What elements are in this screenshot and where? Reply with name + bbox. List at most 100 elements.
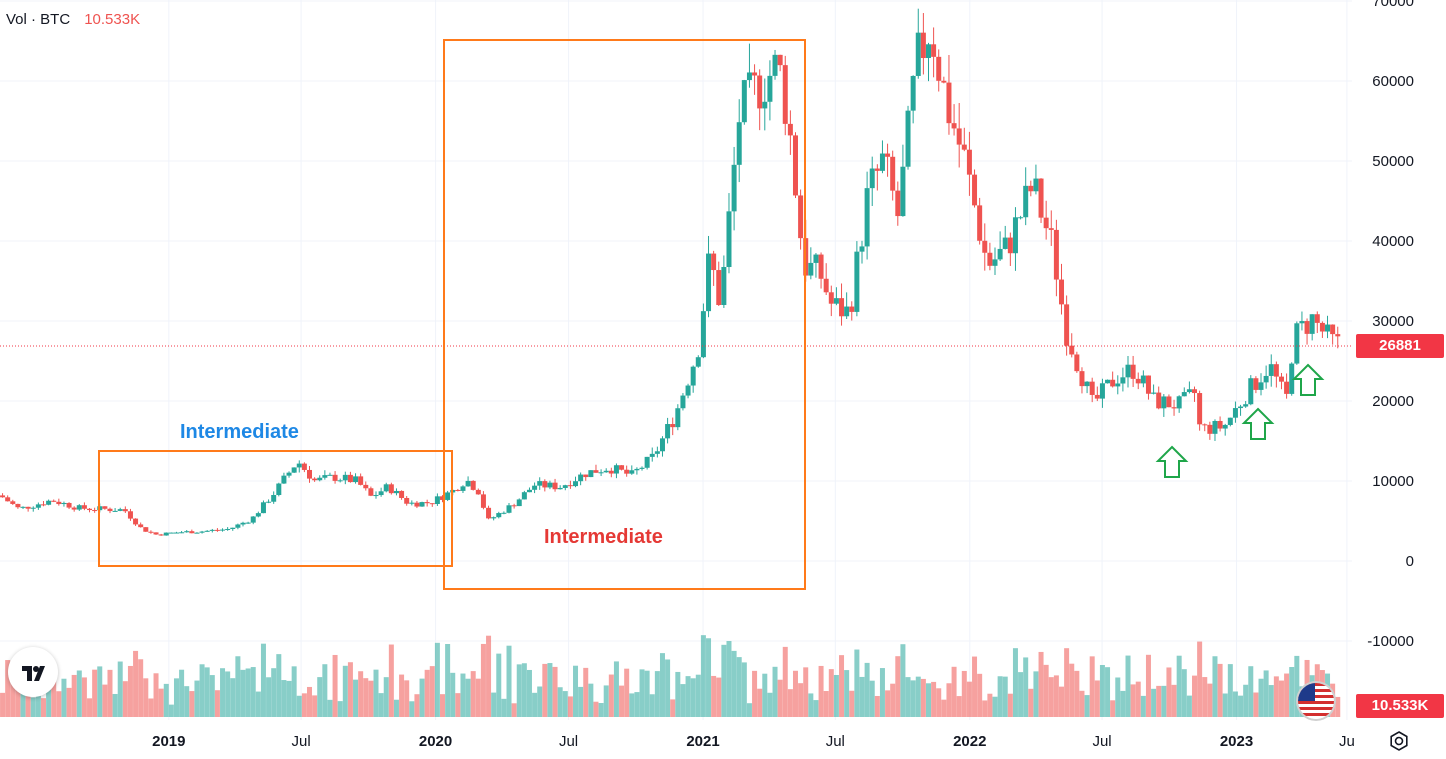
- volume-bar: [81, 677, 87, 717]
- volume-bar: [455, 693, 461, 717]
- volume-bar: [260, 643, 266, 717]
- volume-bar: [915, 676, 921, 717]
- x-tick-label: Jul: [826, 733, 845, 750]
- volume-bar: [547, 663, 553, 717]
- volume-bar: [76, 670, 82, 717]
- candle-body: [649, 453, 655, 457]
- candle-body: [455, 489, 461, 491]
- volume-bar: [1069, 663, 1075, 717]
- gear-icon[interactable]: [1388, 730, 1410, 752]
- candle-body: [782, 65, 788, 124]
- candle-body: [583, 474, 589, 478]
- volume-bar: [214, 690, 220, 717]
- candle-body: [777, 54, 783, 66]
- volume-bar: [496, 653, 502, 717]
- candle-body: [230, 527, 236, 529]
- volume-bar: [818, 665, 824, 717]
- volume-bar: [363, 678, 369, 717]
- candle-body: [987, 252, 993, 266]
- volume-bar: [1166, 667, 1172, 717]
- volume-bar: [690, 678, 696, 717]
- volume-bar: [900, 644, 906, 717]
- candle-body: [736, 122, 742, 165]
- candle-body: [153, 532, 159, 535]
- volume-bar: [1248, 666, 1254, 717]
- candle-body: [434, 496, 440, 505]
- volume-bar: [347, 662, 353, 717]
- volume-bar: [409, 701, 415, 717]
- candle-body: [731, 164, 737, 212]
- candle-body: [1263, 375, 1269, 383]
- candle-body: [1181, 392, 1187, 397]
- volume-bar: [1207, 683, 1213, 717]
- candle-body: [404, 497, 410, 504]
- volume-bar: [475, 678, 481, 717]
- candle-body: [936, 56, 942, 81]
- candle-body: [1094, 394, 1100, 399]
- volume-bar: [982, 700, 988, 717]
- candle-body: [854, 251, 860, 312]
- candle-body: [189, 531, 195, 534]
- y-tick-label: 30000: [1372, 313, 1414, 330]
- volume-bar: [1335, 696, 1341, 717]
- volume-bar: [526, 669, 532, 717]
- volume-bar: [1217, 663, 1223, 717]
- tradingview-logo-icon[interactable]: [8, 647, 58, 697]
- volume-bar: [588, 683, 594, 717]
- candle-body: [87, 508, 93, 511]
- candle-body: [1330, 324, 1336, 335]
- volume-bar: [1181, 669, 1187, 717]
- volume-bar: [792, 670, 798, 717]
- candle-body: [1140, 375, 1146, 384]
- last-price-tag: 26881: [1356, 333, 1444, 358]
- candle-body: [56, 501, 62, 505]
- candle-body: [5, 497, 11, 502]
- annotation-layer: [0, 39, 1352, 590]
- us-flag-icon[interactable]: [1298, 683, 1334, 719]
- volume-bar: [378, 693, 384, 717]
- candle-body: [46, 500, 52, 505]
- volume-bar: [839, 655, 845, 717]
- volume-bar: [179, 669, 185, 717]
- candle-body: [1105, 379, 1111, 384]
- volume-bar: [1064, 648, 1070, 717]
- volume-bar: [230, 678, 236, 717]
- volume-bar: [578, 686, 584, 717]
- chart-gridlines: [0, 0, 1352, 720]
- candle-body: [864, 188, 870, 247]
- candle-body: [972, 174, 978, 206]
- volume-bar: [777, 679, 783, 717]
- volume-bar: [358, 671, 364, 717]
- candle-body: [296, 463, 302, 468]
- volume-bar: [798, 683, 804, 717]
- volume-bar: [685, 676, 691, 717]
- candle-body: [1278, 376, 1284, 382]
- volume-bar: [961, 670, 967, 717]
- volume-bar: [148, 698, 154, 717]
- candle-body: [1125, 364, 1131, 378]
- x-tick-label: 2022: [953, 733, 986, 750]
- volume-bar: [1284, 673, 1290, 717]
- candle-body: [480, 494, 486, 508]
- volume-bar: [1043, 664, 1049, 717]
- volume-bar: [905, 677, 911, 717]
- volume-bar: [573, 665, 579, 717]
- candle-body: [721, 267, 727, 305]
- candle-body: [112, 510, 118, 512]
- volume-bar: [680, 684, 686, 717]
- series-legend[interactable]: Vol · BTC 10.533K: [6, 11, 140, 28]
- candle-body: [1033, 178, 1039, 192]
- volume-bar: [966, 681, 972, 717]
- volume-bar: [951, 666, 957, 717]
- candle-body: [706, 253, 712, 312]
- volume-bar: [700, 635, 706, 717]
- candle-body: [15, 503, 21, 508]
- x-tick-label: 2020: [419, 733, 452, 750]
- candle-body: [51, 500, 57, 502]
- volume-bar: [168, 704, 174, 717]
- volume-bar: [332, 654, 338, 717]
- candle-body: [1238, 406, 1244, 409]
- volume-bar: [342, 665, 348, 717]
- volume-bar: [879, 668, 885, 717]
